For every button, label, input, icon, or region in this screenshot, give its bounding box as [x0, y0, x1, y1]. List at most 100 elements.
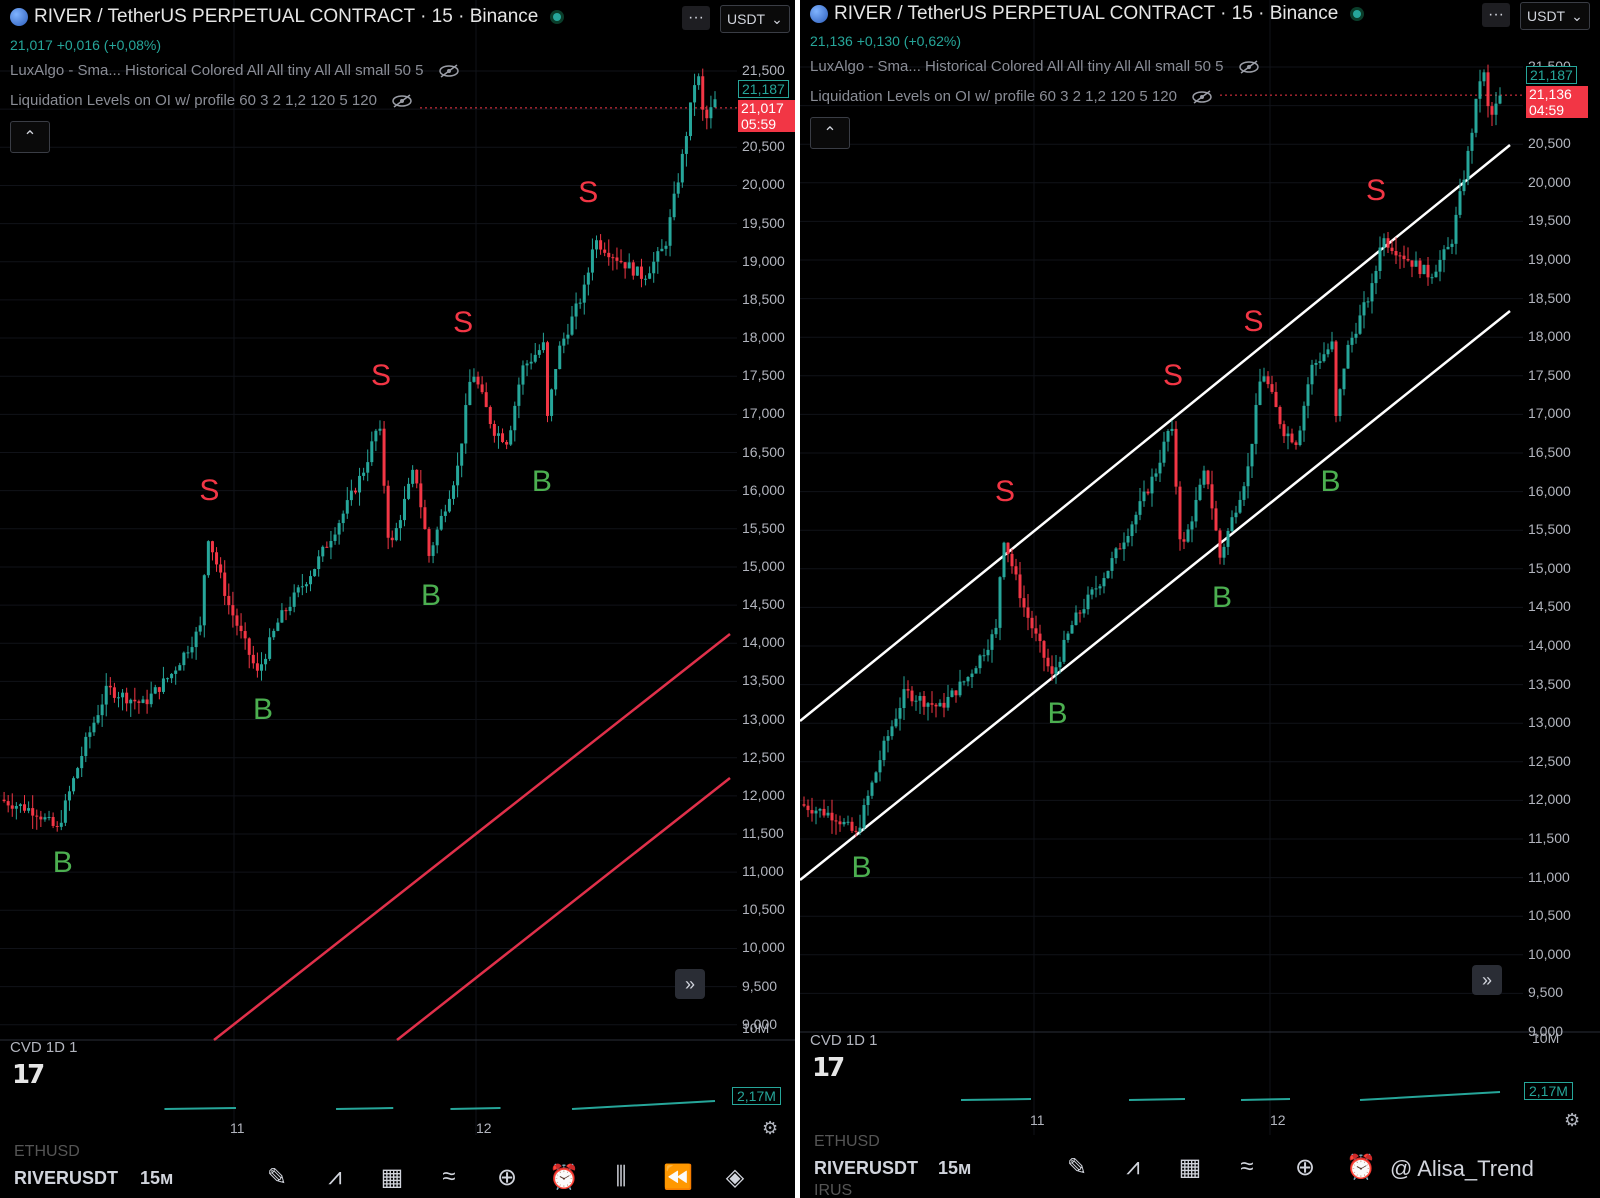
candle-body — [1466, 150, 1470, 180]
candle-body — [890, 726, 894, 737]
grid-icon[interactable]: ▦ — [380, 1164, 404, 1191]
candle-body — [1294, 442, 1298, 445]
candle-body — [709, 107, 713, 119]
chevron-down-icon: ⌄ — [1571, 7, 1583, 24]
indicator-luxalgo[interactable]: LuxAlgo - Sma... Historical Colored All … — [810, 58, 1260, 75]
drawings-icon[interactable]: ≈ — [442, 1163, 456, 1190]
more-button[interactable]: ··· — [682, 6, 710, 30]
current-price-value: 21,017 — [741, 100, 784, 116]
eye-off-icon[interactable] — [391, 93, 413, 108]
price-tick-label: 20,000 — [742, 176, 785, 193]
indicators-icon[interactable]: ⩘ — [1126, 1153, 1140, 1180]
timeframe-button[interactable]: 15м — [140, 1168, 174, 1188]
candle-body — [1350, 337, 1354, 345]
price-tick-label: 14,000 — [742, 634, 785, 651]
price-tick-label: 14,500 — [742, 596, 785, 613]
candle-body — [1226, 530, 1230, 547]
candle-body — [1170, 428, 1174, 431]
more-button[interactable]: ··· — [1482, 3, 1510, 27]
channel-line[interactable] — [800, 310, 1511, 881]
channel-line[interactable] — [800, 144, 1511, 722]
currency-select[interactable]: USDT ⌄ — [1520, 2, 1590, 30]
candles-icon[interactable]: ⫼ — [615, 1163, 627, 1190]
candle-body — [1062, 639, 1066, 662]
symbol-button[interactable]: RIVERUSDT — [14, 1168, 119, 1188]
candle-body — [145, 699, 149, 705]
price-tick-label: 19,500 — [1528, 212, 1571, 229]
candle-body — [970, 673, 974, 678]
candle-body — [1406, 259, 1410, 261]
right-chart-panel[interactable]: RIVER / TetherUS PERPETUAL CONTRACT · 15… — [800, 0, 1600, 1198]
candle-body — [1278, 407, 1282, 425]
candle-body — [1034, 628, 1038, 634]
cvd-segment — [1240, 1098, 1291, 1101]
candle-body — [157, 687, 161, 692]
alert-clock-icon[interactable]: ⏰ — [549, 1164, 579, 1191]
candle-body — [1490, 106, 1494, 115]
scroll-to-realtime-button[interactable]: » — [1472, 965, 1502, 995]
cvd-segment — [1359, 1091, 1501, 1101]
plus-circle-icon[interactable]: ⊕ — [496, 1164, 518, 1191]
candle-body — [1074, 612, 1078, 626]
candle-body — [652, 261, 656, 274]
pen-icon[interactable]: ✎ — [266, 1164, 288, 1191]
left-price-chart[interactable] — [0, 0, 795, 1198]
candle-body — [280, 610, 284, 623]
replay-icon[interactable]: ⏪ — [663, 1164, 693, 1191]
collapse-indicators-button[interactable]: ⌃ — [810, 117, 850, 149]
indicators-icon[interactable]: ⩘ — [328, 1163, 342, 1190]
eye-off-icon[interactable] — [1238, 59, 1260, 74]
candle-body — [247, 638, 251, 655]
candle-body — [488, 407, 492, 424]
gear-icon[interactable]: ⚙ — [1564, 1110, 1581, 1130]
indicator-luxalgo[interactable]: LuxAlgo - Sma... Historical Colored All … — [10, 62, 460, 79]
candle-body — [517, 384, 521, 406]
scroll-to-realtime-button[interactable]: » — [675, 969, 705, 999]
indicator-liquidation[interactable]: Liquidation Levels on OI w/ profile 60 3… — [10, 92, 413, 109]
left-chart-panel[interactable]: RIVER / TetherUS PERPETUAL CONTRACT · 15… — [0, 0, 795, 1198]
channel-line[interactable] — [213, 633, 731, 1041]
candle-body — [990, 634, 994, 650]
channel-line[interactable] — [396, 777, 731, 1041]
eye-off-icon[interactable] — [438, 63, 460, 78]
gear-icon[interactable]: ⚙ — [762, 1118, 779, 1138]
price-tick-label: 11,000 — [742, 863, 784, 880]
candle-body — [1090, 589, 1094, 595]
candle-body — [206, 541, 210, 576]
candle-body — [660, 248, 664, 252]
pen-icon[interactable]: ✎ — [1066, 1154, 1088, 1181]
price-tick-label: 10,500 — [742, 901, 785, 918]
candle-body — [80, 756, 84, 769]
eye-off-icon[interactable] — [1191, 89, 1213, 104]
candle-body — [501, 433, 505, 442]
sell-signal-label: S — [1163, 359, 1184, 393]
candle-body — [1462, 179, 1466, 192]
currency-label: USDT — [727, 11, 766, 27]
collapse-indicators-button[interactable]: ⌃ — [10, 121, 50, 153]
sell-signal-label: S — [1366, 174, 1387, 208]
candle-body — [394, 528, 398, 541]
price-tick-label: 17,500 — [1528, 366, 1571, 383]
layers-icon[interactable]: ◈ — [725, 1164, 745, 1191]
tradingview-logo: 17 — [812, 1053, 845, 1083]
candle-body — [623, 262, 627, 269]
candle-body — [198, 625, 202, 632]
candle-body — [664, 245, 668, 249]
symbol-button[interactable]: RIVERUSDT — [814, 1158, 919, 1178]
price-tick-label: 16,500 — [1528, 444, 1571, 460]
grid-icon[interactable]: ▦ — [1178, 1154, 1202, 1181]
right-price-chart[interactable] — [800, 0, 1600, 1198]
chart-title: RIVER / TetherUS PERPETUAL CONTRACT · 15… — [10, 6, 565, 28]
candle-body — [182, 652, 186, 666]
candle-body — [88, 732, 92, 737]
candle-body — [1390, 247, 1394, 251]
currency-select[interactable]: USDT ⌄ — [720, 5, 790, 33]
plus-circle-icon[interactable]: ⊕ — [1294, 1154, 1316, 1181]
indicator-liquidation[interactable]: Liquidation Levels on OI w/ profile 60 3… — [810, 88, 1213, 105]
price-tick-label: 9,000 — [1528, 1023, 1564, 1039]
alert-clock-icon[interactable]: ⏰ — [1346, 1154, 1376, 1181]
drawings-icon[interactable]: ≈ — [1240, 1153, 1254, 1180]
candle-body — [1202, 470, 1206, 485]
timeframe-button[interactable]: 15м — [938, 1158, 972, 1178]
candle-body — [378, 428, 382, 431]
